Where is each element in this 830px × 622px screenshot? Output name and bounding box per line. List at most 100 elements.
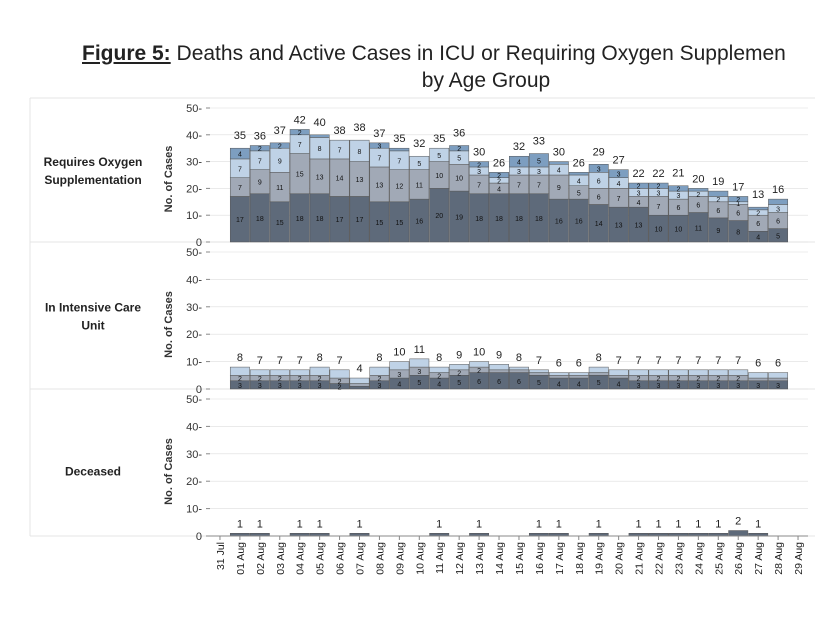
bar-segment: [249, 145, 270, 152]
bar-segment: [588, 164, 609, 173]
bar-segment: [509, 369, 529, 373]
bar-segment: [748, 377, 769, 382]
title-line-2: by Age Group: [421, 69, 551, 92]
segment-label: 4: [557, 168, 561, 175]
segment-label: 2: [657, 184, 661, 191]
total-label: 8: [436, 352, 442, 364]
segment-label: 16: [555, 219, 563, 226]
bar-segment: [429, 366, 450, 373]
segment-label: 2: [716, 197, 720, 204]
total-label: 26: [573, 157, 585, 169]
bar-segment: [269, 142, 290, 149]
y-tick-label: 30-: [186, 449, 202, 461]
x-tick-label: 08 Aug: [374, 542, 386, 575]
segment-label: 5: [457, 380, 461, 387]
segment-label: 15: [276, 220, 284, 227]
bar-segment: [528, 372, 549, 376]
bar-segment: [329, 369, 350, 379]
total-label: 16: [772, 184, 784, 196]
segment-label: 2: [716, 376, 720, 383]
bar-segment: [768, 372, 789, 379]
segment-label: 18: [475, 216, 483, 223]
total-label: 40: [314, 117, 326, 129]
x-tick-label: 10 Aug: [414, 542, 426, 575]
segment-label: 3: [377, 383, 381, 390]
y-tick-label: 20-: [186, 183, 202, 195]
bar-segment: [289, 129, 310, 136]
total-label: 9: [496, 349, 502, 361]
chart-title: Figure 5: Deaths and Active Cases in ICU…: [0, 42, 830, 92]
segment-label: 13: [356, 177, 364, 184]
total-label: 2: [735, 516, 741, 528]
total-label: 7: [337, 355, 343, 367]
segment-label: 4: [497, 186, 501, 193]
bar-segment: [449, 145, 470, 152]
total-label: 7: [655, 355, 661, 367]
segment-label: 18: [535, 216, 543, 223]
total-label: 6: [576, 358, 582, 370]
segment-label: 5: [537, 380, 541, 387]
title-text: Deaths and Active Cases in ICU or Requir…: [176, 42, 786, 65]
segment-label: 3: [776, 207, 780, 214]
segment-label: 7: [258, 158, 262, 165]
bar-segment: [509, 155, 529, 168]
segment-label: 3: [238, 383, 242, 390]
bar-segment: [349, 139, 370, 162]
bar-segment: [688, 369, 709, 376]
x-tick-label: 27 Aug: [753, 542, 765, 575]
panel-label: Requires Oxygen: [44, 155, 143, 169]
segment-label: 15: [376, 220, 384, 227]
x-tick-label: 17 Aug: [554, 542, 566, 575]
segment-label: 6: [477, 379, 481, 386]
segment-label: 4: [617, 181, 621, 188]
y-tick-label: 50-: [186, 247, 202, 259]
segment-label: 7: [338, 148, 342, 155]
bar-segment: [509, 366, 529, 371]
segment-label: 2: [696, 376, 700, 383]
total-label: 35: [234, 130, 246, 142]
bar-segment: [728, 369, 749, 376]
segment-label: 17: [236, 217, 244, 224]
bar-segment: [369, 142, 390, 149]
y-tick-label: 50-: [186, 103, 202, 115]
segment-label: 7: [477, 182, 481, 189]
segment-label: 2: [278, 144, 282, 151]
total-label: 11: [414, 344, 425, 356]
segment-label: 11: [695, 225, 702, 232]
y-tick-label: 20-: [186, 476, 202, 488]
figure-label: Figure 5:: [82, 42, 171, 65]
segment-label: 18: [515, 216, 523, 223]
segment-label: 18: [256, 216, 264, 223]
total-label: 7: [636, 355, 642, 367]
segment-label: 4: [637, 200, 641, 207]
total-label: 22: [652, 168, 664, 180]
segment-label: 4: [437, 382, 441, 389]
segment-label: 2: [696, 192, 700, 199]
segment-label: 2: [298, 130, 302, 137]
total-label: 8: [516, 352, 522, 364]
bar-segment: [648, 369, 669, 376]
segment-label: 18: [495, 216, 503, 223]
segment-label: 2: [258, 146, 262, 153]
bar-segment: [748, 206, 769, 211]
segment-label: 17: [336, 217, 344, 224]
segment-label: 4: [557, 382, 561, 389]
segment-label: 4: [577, 178, 581, 185]
total-label: 32: [513, 141, 525, 153]
x-tick-label: 15 Aug: [514, 542, 526, 575]
segment-label: 7: [657, 204, 661, 211]
segment-label: 5: [776, 233, 780, 240]
bar-segment: [708, 190, 729, 197]
segment-label: 3: [318, 383, 322, 390]
segment-label: 7: [298, 142, 302, 149]
total-label: 1: [556, 518, 562, 530]
segment-label: 18: [316, 216, 324, 223]
total-label: 1: [675, 518, 681, 530]
bar-segment: [349, 377, 370, 384]
bar-segment: [608, 375, 629, 379]
total-label: 8: [596, 352, 602, 364]
panel-label: In Intensive Care: [45, 301, 141, 315]
total-label: 29: [593, 146, 605, 158]
segment-label: 3: [657, 190, 661, 197]
segment-label: 6: [776, 219, 780, 226]
